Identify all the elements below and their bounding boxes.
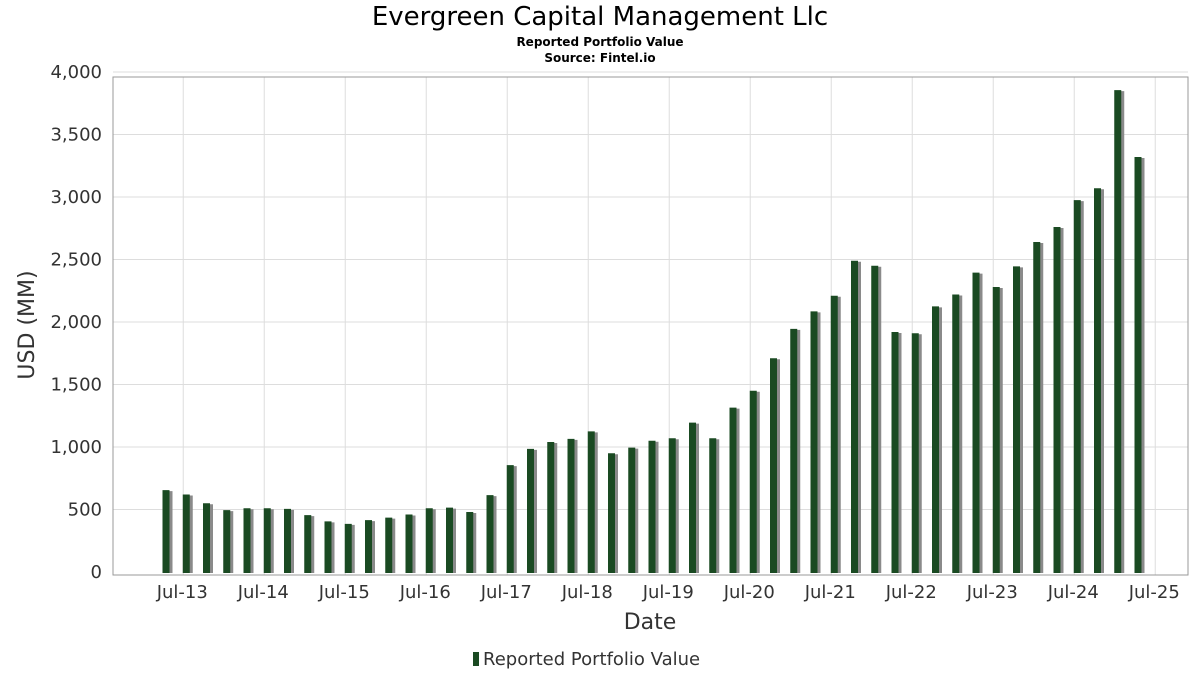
- plot-frame: [112, 76, 1189, 576]
- y-tick-label: 1,000: [50, 437, 102, 458]
- x-tick-label: Jul-22: [885, 582, 937, 603]
- bar: [648, 440, 656, 573]
- bar: [344, 523, 352, 573]
- bar: [891, 332, 899, 573]
- x-tick-label: Jul-13: [156, 582, 208, 603]
- y-axis-ticks: 0 500 1,000 1,500 2,000 2,500 3,000 3,500 4,000: [50, 62, 102, 583]
- bar: [486, 495, 494, 573]
- bar: [304, 515, 312, 573]
- bar: [790, 328, 798, 573]
- bar: [405, 514, 413, 573]
- bar: [1114, 90, 1122, 573]
- bar: [243, 508, 251, 573]
- x-tick-label: Jul-25: [1128, 582, 1180, 603]
- bar: [972, 272, 980, 573]
- bar: [1094, 188, 1101, 573]
- bar: [911, 333, 919, 573]
- bar: [466, 512, 474, 573]
- bar: [709, 438, 717, 573]
- x-tick-label: Jul-14: [237, 582, 289, 603]
- x-tick-label: Jul-24: [1047, 582, 1099, 603]
- bar: [871, 265, 879, 573]
- x-tick-label: Jul-23: [966, 582, 1018, 603]
- bar: [1013, 266, 1020, 573]
- bars: [162, 90, 1145, 573]
- bar: [628, 447, 636, 573]
- x-axis-ticks: Jul-13 Jul-14 Jul-15 Jul-16 Jul-17 Jul-18 Jul-…: [156, 582, 1180, 603]
- bar: [385, 517, 393, 573]
- bar: [608, 453, 615, 573]
- legend: Reported Portfolio Value: [473, 649, 700, 670]
- x-tick-label: Jul-16: [399, 582, 451, 603]
- x-tick-label: Jul-17: [480, 582, 532, 603]
- bar: [851, 260, 858, 573]
- x-axis-title: Date: [624, 610, 677, 635]
- bar: [830, 295, 838, 573]
- bar: [365, 520, 372, 573]
- bar: [587, 431, 595, 573]
- x-tick-label: Jul-18: [561, 582, 613, 603]
- y-tick-label: 3,000: [50, 187, 102, 208]
- bar: [182, 494, 190, 573]
- legend-swatch: [473, 652, 479, 666]
- bar: [932, 306, 939, 573]
- y-tick-label: 4,000: [50, 62, 102, 83]
- bar: [425, 508, 433, 573]
- bar: [284, 508, 291, 573]
- chart-title: Evergreen Capital Management Llc: [371, 2, 829, 32]
- bar: [324, 521, 332, 573]
- y-tick-label: 1,500: [50, 375, 102, 396]
- chart-source: Source: Fintel.io: [544, 51, 656, 65]
- bar: [506, 465, 514, 573]
- y-axis-title: USD (MM): [15, 270, 40, 379]
- y-tick-label: 3,500: [50, 125, 102, 146]
- bar: [446, 507, 453, 573]
- x-tick-label: Jul-21: [804, 582, 856, 603]
- bar: [223, 510, 231, 573]
- y-tick-label: 2,500: [50, 250, 102, 271]
- bar: [810, 311, 818, 573]
- bar: [567, 438, 575, 573]
- legend-label: Reported Portfolio Value: [483, 649, 700, 670]
- bar: [992, 287, 1000, 573]
- bar: [668, 438, 676, 573]
- y-tick-label: 0: [91, 562, 102, 583]
- chart-subtitle: Reported Portfolio Value: [516, 35, 684, 49]
- bar: [527, 448, 534, 573]
- bar: [203, 503, 210, 573]
- x-tick-label: Jul-19: [642, 582, 694, 603]
- bar: [1134, 157, 1142, 573]
- bar: [162, 490, 170, 573]
- x-tick-label: Jul-20: [723, 582, 775, 603]
- bar: [1053, 227, 1061, 573]
- bar: [952, 294, 960, 573]
- bar: [689, 422, 696, 573]
- bar: [263, 508, 271, 573]
- y-tick-label: 2,000: [50, 312, 102, 333]
- bar: [1033, 242, 1041, 573]
- bar: [729, 407, 737, 573]
- bar: [749, 390, 757, 573]
- x-tick-label: Jul-15: [318, 582, 370, 603]
- y-tick-label: 500: [68, 500, 102, 521]
- bar: [770, 358, 777, 573]
- bar: [1073, 200, 1081, 573]
- bar: [547, 442, 555, 573]
- grid-lines: [113, 71, 1188, 576]
